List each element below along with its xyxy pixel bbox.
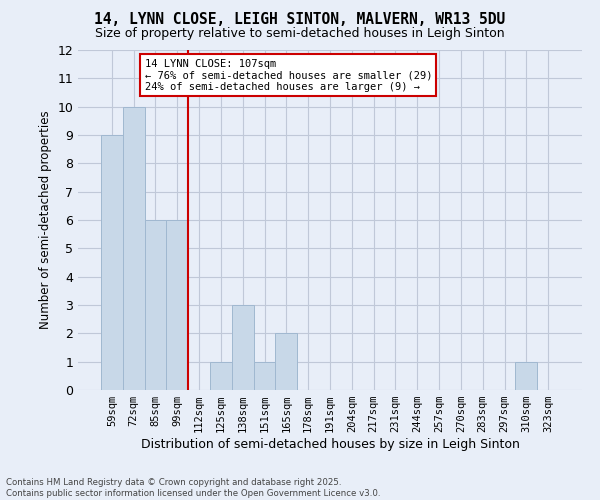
Bar [232, 305, 254, 390]
Bar [254, 362, 275, 390]
Bar [166, 220, 188, 390]
Bar [145, 220, 166, 390]
Bar [123, 106, 145, 390]
Text: Size of property relative to semi-detached houses in Leigh Sinton: Size of property relative to semi-detach… [95, 28, 505, 40]
Text: Contains HM Land Registry data © Crown copyright and database right 2025.
Contai: Contains HM Land Registry data © Crown c… [6, 478, 380, 498]
Bar [515, 362, 537, 390]
Bar [101, 135, 123, 390]
Text: 14 LYNN CLOSE: 107sqm
← 76% of semi-detached houses are smaller (29)
24% of semi: 14 LYNN CLOSE: 107sqm ← 76% of semi-deta… [145, 58, 432, 92]
Text: 14, LYNN CLOSE, LEIGH SINTON, MALVERN, WR13 5DU: 14, LYNN CLOSE, LEIGH SINTON, MALVERN, W… [94, 12, 506, 28]
Bar [210, 362, 232, 390]
Bar [275, 334, 297, 390]
X-axis label: Distribution of semi-detached houses by size in Leigh Sinton: Distribution of semi-detached houses by … [140, 438, 520, 451]
Y-axis label: Number of semi-detached properties: Number of semi-detached properties [39, 110, 52, 330]
